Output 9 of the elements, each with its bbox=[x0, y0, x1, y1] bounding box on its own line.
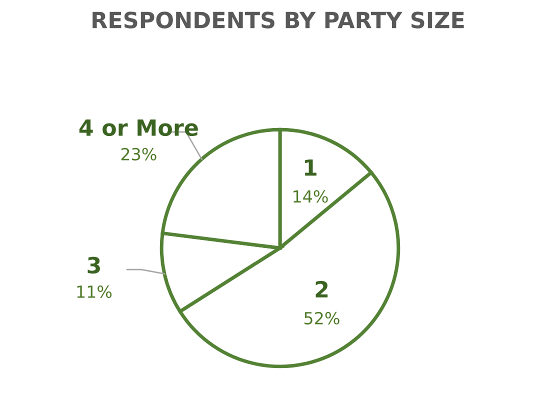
slice-label: 3 bbox=[88, 256, 100, 274]
chart-title: RESPONDENTS BY PARTY SIZE bbox=[92, 12, 464, 28]
slice-label: 2 bbox=[316, 280, 328, 298]
data-label: 11% bbox=[77, 285, 112, 298]
data-label: 52% bbox=[304, 312, 340, 325]
data-label: 14% bbox=[294, 190, 328, 203]
slice-label: 1 bbox=[305, 159, 316, 176]
slice-label: 4 or More bbox=[79, 120, 198, 136]
data-label: 23% bbox=[121, 148, 156, 160]
